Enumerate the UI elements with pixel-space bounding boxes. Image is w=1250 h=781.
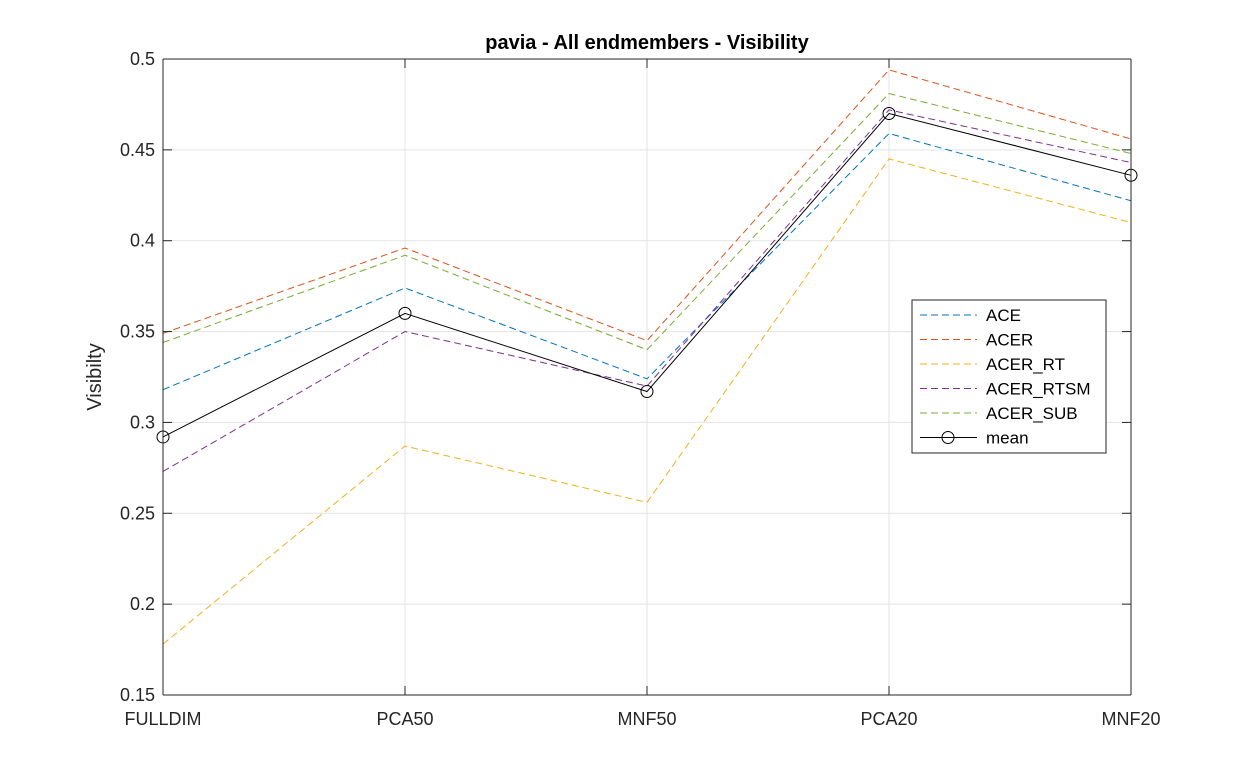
legend-entry-ACER_RTSM: ACER_RTSM	[986, 380, 1091, 399]
series-line-mean	[162, 112, 1132, 438]
y-tick-label: 0.25	[120, 503, 155, 523]
y-axis-label: Visibilty	[84, 343, 106, 410]
legend-entry-ACER_SUB: ACER_SUB	[986, 404, 1078, 423]
y-tick-label: 0.45	[120, 140, 155, 160]
legend-entry-mean: mean	[986, 429, 1029, 448]
axes	[162, 58, 1132, 696]
x-tick-label: MNF50	[617, 709, 676, 729]
data-point-mean	[640, 385, 654, 399]
legend-entry-ACER: ACER	[986, 331, 1033, 350]
data-point-mean	[398, 306, 412, 320]
legend-box	[911, 299, 1107, 454]
legend-entry-ACER_RT: ACER_RT	[986, 355, 1065, 374]
x-tick-label: PCA50	[376, 709, 433, 729]
y-tick-label: 0.5	[130, 49, 155, 69]
legend-entry-ACE: ACE	[986, 306, 1021, 325]
legend-marker-mean	[941, 431, 955, 444]
x-tick-label: FULLDIM	[124, 709, 201, 729]
x-tick-label: MNF20	[1101, 709, 1160, 729]
chart-title: pavia - All endmembers - Visibility	[485, 32, 809, 54]
series-line-acer-rt	[162, 158, 1132, 645]
series-line-ace	[162, 132, 1132, 391]
data-point-mean	[882, 107, 896, 121]
y-tick-label: 0.2	[130, 594, 155, 614]
series-line-acer-sub	[162, 92, 1132, 351]
x-tick-label: PCA20	[860, 709, 917, 729]
y-tick-label: 0.35	[120, 322, 155, 342]
y-tick-label: 0.15	[120, 685, 155, 705]
tick-labels: FULLDIM PCA50 MNF50 PCA20 MNF20 0.15 0.2 0.25 0.…	[120, 49, 1161, 729]
y-tick-label: 0.3	[130, 412, 155, 432]
series-line-acer	[162, 69, 1132, 342]
y-tick-label: 0.4	[130, 231, 155, 251]
